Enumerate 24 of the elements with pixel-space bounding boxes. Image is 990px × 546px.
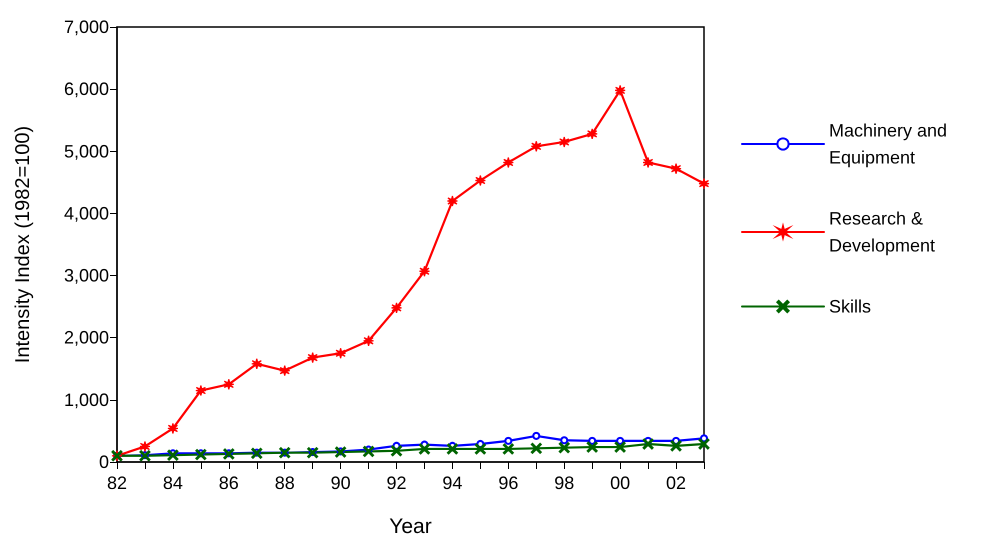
x-tick-label: 88 bbox=[274, 473, 295, 493]
y-tick-label: 2,000 bbox=[64, 328, 109, 348]
y-axis-title: Intensity Index (1982=100) bbox=[12, 126, 34, 364]
x-tick-label: 98 bbox=[554, 473, 574, 493]
y-tick-label: 5,000 bbox=[64, 141, 109, 162]
x-tick-label: 92 bbox=[386, 473, 407, 493]
x-axis-title: Year bbox=[389, 515, 432, 538]
x-tick-label: 84 bbox=[162, 473, 183, 493]
legend-label: Machinery and Equipment bbox=[829, 120, 952, 168]
x-tick-label: 00 bbox=[610, 473, 630, 493]
legend-label: Skills bbox=[829, 296, 872, 316]
x-tick-label: 02 bbox=[666, 473, 686, 493]
y-tick-label: 0 bbox=[98, 452, 109, 472]
y-tick-label: 3,000 bbox=[64, 266, 109, 286]
legend-label: Research & Development bbox=[829, 208, 936, 256]
x-tick-label: 82 bbox=[106, 473, 128, 493]
x-tick-label: 94 bbox=[442, 473, 462, 493]
x-tick-label: 96 bbox=[498, 473, 518, 493]
x-tick-label: 86 bbox=[218, 473, 239, 493]
x-tick-label: 90 bbox=[330, 473, 351, 493]
y-tick-label: 4,000 bbox=[64, 203, 109, 224]
y-tick-label: 1,000 bbox=[64, 390, 109, 410]
y-tick-label: 7,000 bbox=[64, 17, 109, 37]
y-tick-label: 6,000 bbox=[64, 79, 109, 100]
